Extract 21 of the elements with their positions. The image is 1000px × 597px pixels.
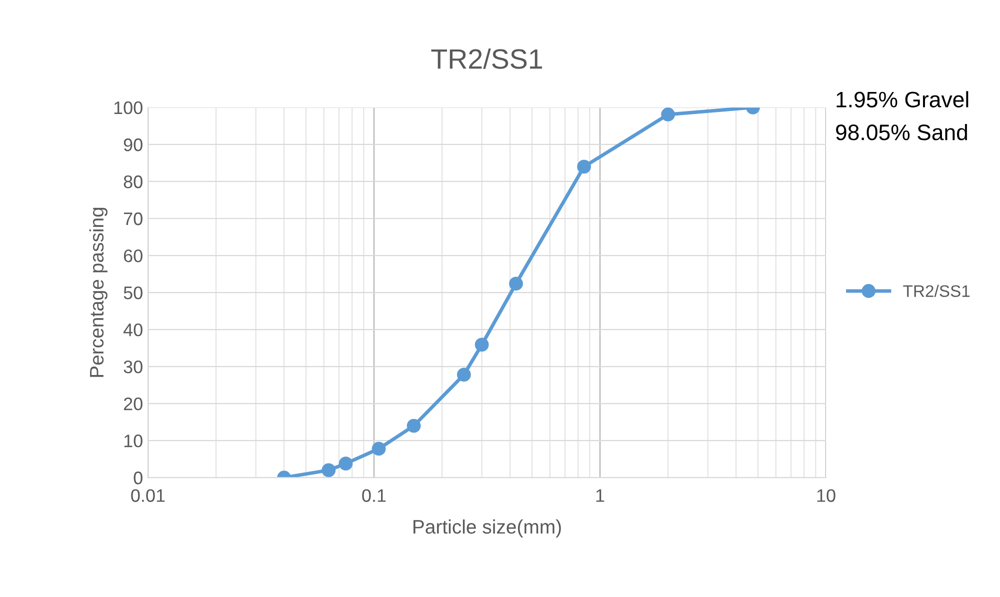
- y-tick-label: 50: [124, 286, 142, 300]
- y-tick-label: 30: [124, 360, 142, 374]
- y-tick-label: 100: [114, 101, 142, 114]
- y-tick-label: 10: [124, 434, 142, 448]
- x-tick-label: 0.01: [131, 489, 165, 502]
- y-tick-label: 90: [124, 138, 142, 152]
- x-tick-label: 1: [596, 489, 604, 502]
- legend-label: TR2/SS1: [903, 284, 970, 298]
- y-tick-label: 70: [124, 212, 142, 226]
- y-tick-label: 40: [123, 323, 142, 336]
- y-tick-label: 60: [124, 249, 142, 262]
- x-axis-title: Particle size(mm): [414, 519, 561, 538]
- x-tick-label: 0.1: [362, 489, 386, 502]
- text: 98.05% Sand: [836, 124, 968, 140]
- y-tick-label: 0: [134, 472, 142, 484]
- chart-title: TR2/SS1: [431, 48, 542, 69]
- y-tick-label: 20: [124, 398, 142, 410]
- y-axis-title: Percentage passing: [89, 208, 108, 377]
- x-tick-label: 10: [817, 489, 836, 502]
- text: 1.95% Gravel: [836, 91, 968, 108]
- y-tick-label: 80: [124, 175, 142, 188]
